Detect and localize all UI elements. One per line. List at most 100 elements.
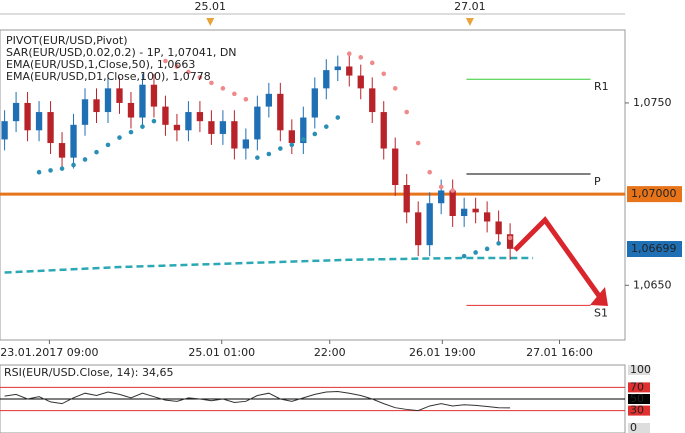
candle-body bbox=[219, 121, 227, 134]
sar-dot bbox=[117, 135, 122, 140]
rsi-tick-label: 50 bbox=[630, 392, 644, 405]
sar-dot bbox=[289, 142, 295, 148]
sar-dot bbox=[335, 115, 341, 120]
pivot-label: P bbox=[594, 175, 601, 188]
candle-body bbox=[81, 99, 89, 125]
pivot-label: S1 bbox=[594, 306, 608, 319]
sar-dot bbox=[255, 155, 260, 160]
sar-dot bbox=[404, 109, 410, 115]
candle-body bbox=[483, 212, 491, 222]
sar-dot bbox=[232, 91, 237, 97]
rsi-tick-label: 100 bbox=[630, 363, 651, 376]
sar-dot bbox=[381, 71, 387, 77]
top-marker-label: 25.01 bbox=[194, 0, 226, 13]
sar-dot bbox=[209, 80, 214, 86]
candle-body bbox=[460, 208, 468, 216]
candle-body bbox=[369, 88, 376, 113]
candle-body bbox=[162, 106, 169, 125]
candle-body bbox=[127, 102, 135, 118]
x-tick-label: 26.01 19:00 bbox=[409, 346, 476, 359]
candle-body bbox=[392, 148, 399, 185]
candle-body bbox=[265, 93, 273, 107]
candle-body bbox=[438, 190, 445, 204]
sar-dot bbox=[140, 124, 145, 129]
sar-dot bbox=[186, 69, 191, 75]
sar-dot bbox=[301, 137, 306, 142]
sar-dot bbox=[438, 184, 444, 190]
candle-body bbox=[47, 112, 54, 144]
rsi-tick-label: 0 bbox=[630, 421, 637, 433]
ema-line bbox=[4, 256, 534, 274]
rsi-line bbox=[4, 390, 511, 412]
candle-body bbox=[415, 212, 422, 246]
sar-dot bbox=[197, 75, 203, 80]
y-tick-label: 1,0650 bbox=[633, 278, 672, 291]
top-marker bbox=[206, 18, 215, 26]
rsi-tick-box bbox=[628, 365, 650, 375]
sar-dot bbox=[415, 140, 421, 146]
x-tick-label: 27.01 16:00 bbox=[526, 346, 593, 359]
candle-body bbox=[1, 121, 8, 140]
sar-dot bbox=[369, 60, 375, 66]
sar-dot bbox=[484, 246, 490, 252]
rsi-tick-box bbox=[628, 405, 650, 416]
top-marker bbox=[465, 18, 474, 26]
price-label: 1,06699 bbox=[631, 242, 677, 255]
sar-dot bbox=[266, 151, 272, 157]
arrow-head bbox=[590, 287, 608, 306]
candle-body bbox=[506, 234, 514, 249]
rsi-title: RSI(EUR/USD.Close, 14): 34,65 bbox=[4, 366, 173, 379]
sar-dot bbox=[128, 129, 134, 135]
x-tick-label: 25.01 01:00 bbox=[188, 346, 255, 359]
rsi-tick-box bbox=[628, 423, 650, 433]
candle-body bbox=[288, 130, 295, 144]
price-label-box bbox=[627, 186, 682, 203]
sar-dot bbox=[243, 96, 249, 102]
indicator-label: EMA(EUR/USD,D1,Close,100), 1,0778 bbox=[6, 70, 211, 83]
candle-body bbox=[12, 102, 20, 122]
sar-dot bbox=[507, 235, 513, 241]
candle-body bbox=[357, 75, 364, 89]
candle-body bbox=[449, 190, 456, 216]
candle-body bbox=[150, 84, 158, 107]
candle-body bbox=[254, 106, 261, 140]
rsi-tick-box bbox=[628, 394, 650, 404]
rsi-tick-box bbox=[628, 382, 650, 393]
candle-body bbox=[403, 185, 410, 213]
candle-body bbox=[116, 88, 123, 103]
candle-body bbox=[24, 102, 31, 131]
sar-dot bbox=[220, 86, 226, 91]
sar-dot bbox=[461, 253, 467, 259]
candle-body bbox=[196, 112, 204, 122]
candle-body bbox=[185, 112, 192, 131]
candle-body bbox=[472, 208, 479, 213]
candle-body bbox=[242, 139, 250, 149]
candle-body bbox=[139, 84, 146, 118]
x-tick-label: 23.01.2017 09:00 bbox=[0, 346, 98, 359]
sar-dot bbox=[323, 124, 329, 129]
sar-dot bbox=[105, 142, 111, 148]
price-label-box bbox=[627, 241, 682, 258]
candle-body bbox=[93, 99, 100, 113]
candle-body bbox=[173, 124, 181, 131]
candle-body bbox=[311, 88, 318, 118]
indicator-label: EMA(EUR/USD,1,Close,50), 1,0663 bbox=[6, 58, 195, 71]
candle-body bbox=[70, 124, 77, 158]
candle-body bbox=[495, 221, 502, 235]
sar-dot bbox=[278, 146, 283, 151]
sar-dot bbox=[312, 131, 318, 137]
sar-dot bbox=[36, 169, 42, 175]
sar-dot bbox=[151, 118, 157, 124]
candle-body bbox=[346, 66, 353, 76]
candle-body bbox=[277, 93, 284, 131]
sar-dot bbox=[48, 168, 53, 173]
sar-dot bbox=[82, 157, 88, 162]
sar-dot bbox=[392, 86, 398, 91]
rsi-tick-label: 30 bbox=[630, 404, 644, 417]
candle-body bbox=[334, 66, 341, 71]
x-tick-label: 22:00 bbox=[314, 346, 346, 359]
sar-dot bbox=[71, 162, 76, 168]
